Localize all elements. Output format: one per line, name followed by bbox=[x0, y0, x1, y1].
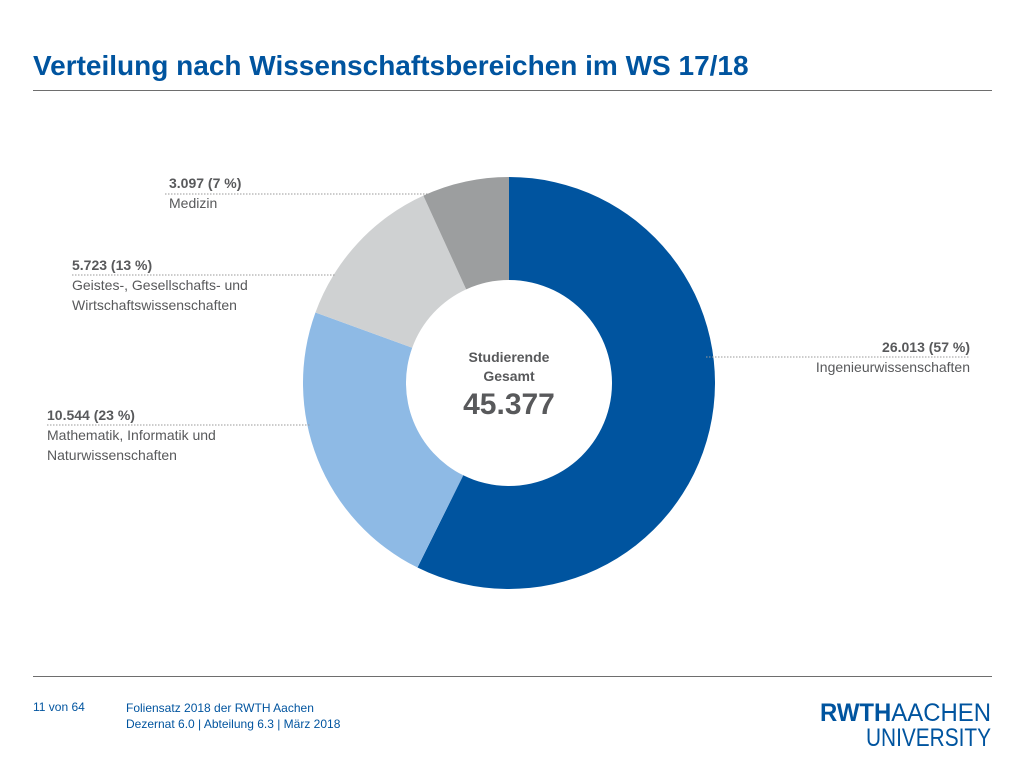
page-title: Verteilung nach Wissenschaftsbereichen i… bbox=[33, 50, 749, 81]
slice-3 bbox=[423, 177, 509, 290]
slice-name-label-3-0: Medizin bbox=[169, 195, 217, 211]
slice-name-label-1-1: Naturwissenschaften bbox=[47, 447, 177, 463]
rwth-logo: RWTHAACHEN UNIVERSITY bbox=[820, 700, 991, 748]
slice-value-label-0: 26.013 (57 %) bbox=[882, 339, 970, 355]
slice-0 bbox=[417, 177, 715, 589]
slice-labels: 26.013 (57 %) Ingenieurwissenschaften 10.5… bbox=[47, 175, 970, 463]
slice-2 bbox=[315, 195, 467, 348]
logo-text-university: UNIVERSITY bbox=[866, 724, 991, 748]
title-divider bbox=[33, 90, 992, 91]
slice-1 bbox=[303, 312, 464, 568]
footer-divider bbox=[33, 676, 992, 677]
logo-text-aachen: AACHEN bbox=[891, 700, 991, 727]
page-number: 11 von 64 bbox=[33, 700, 85, 714]
logo-text-rwth: RWTH bbox=[820, 700, 891, 727]
slice-value-label-1: 10.544 (23 %) bbox=[47, 407, 135, 423]
donut-chart: 26.013 (57 %) Ingenieurwissenschaften 10.5… bbox=[47, 175, 970, 589]
center-total: 45.377 bbox=[463, 388, 555, 421]
svg-text:RWTHAACHEN: RWTHAACHEN bbox=[820, 700, 991, 727]
center-caption-line2: Gesamt bbox=[483, 368, 535, 384]
slice-name-label-1-0: Mathematik, Informatik und bbox=[47, 427, 216, 443]
donut-slices bbox=[303, 177, 715, 589]
leader-lines bbox=[47, 193, 970, 426]
center-caption-line1: Studierende bbox=[469, 349, 550, 365]
slice-value-label-2: 5.723 (13 %) bbox=[72, 257, 152, 273]
slice-name-label-0-0: Ingenieurwissenschaften bbox=[816, 359, 970, 375]
slice-value-label-3: 3.097 (7 %) bbox=[169, 175, 241, 191]
footer-line2: Dezernat 6.0 | Abteilung 6.3 | März 2018 bbox=[126, 717, 341, 731]
slice-name-label-2-1: Wirtschaftswissenschaften bbox=[72, 297, 237, 313]
slice-name-label-2-0: Geistes-, Gesellschafts- und bbox=[72, 277, 248, 293]
footer-line1: Foliensatz 2018 der RWTH Aachen bbox=[126, 701, 314, 715]
footer-info: Foliensatz 2018 der RWTH Aachen Dezernat… bbox=[126, 700, 340, 732]
